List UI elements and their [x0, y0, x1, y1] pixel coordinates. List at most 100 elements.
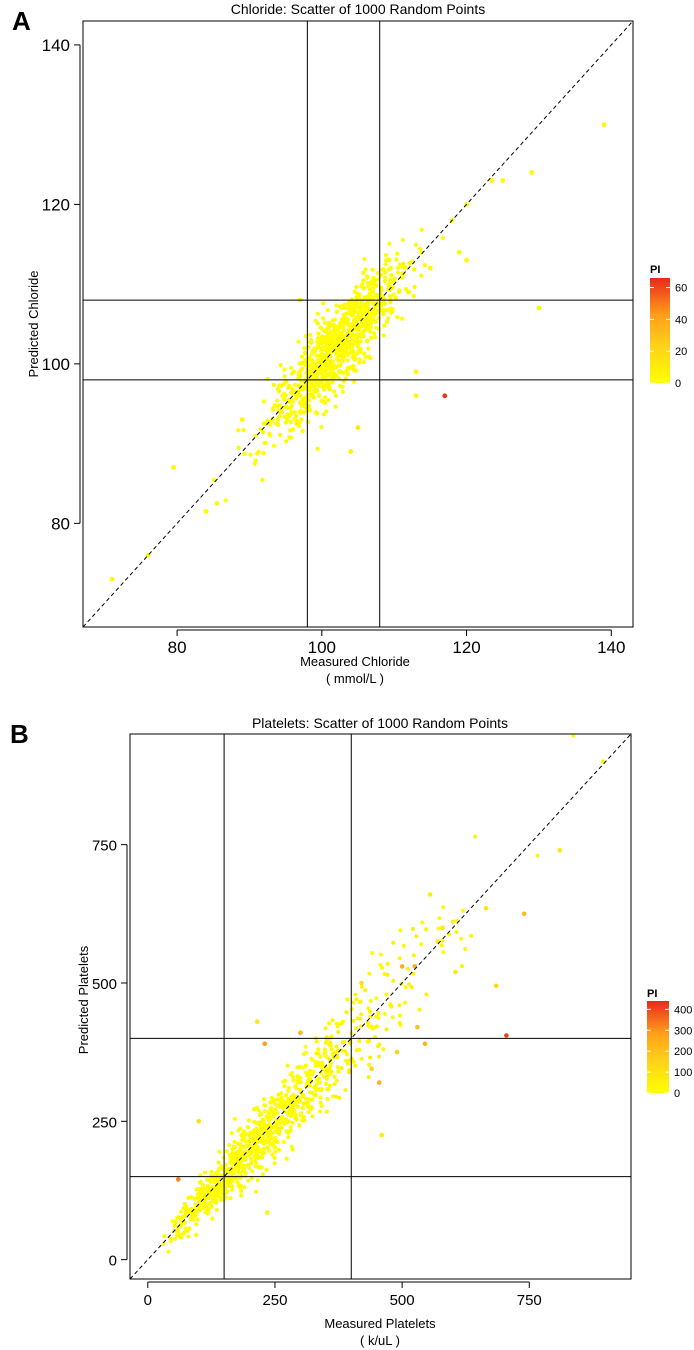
data-point — [440, 235, 445, 241]
data-point — [309, 1105, 314, 1110]
data-point — [310, 1114, 315, 1119]
chart-title: Chloride: Scatter of 1000 Random Points — [231, 1, 485, 17]
data-point — [302, 1101, 307, 1106]
data-point — [334, 303, 339, 308]
data-point — [279, 1125, 284, 1130]
data-point — [384, 319, 390, 324]
data-point — [248, 1156, 253, 1161]
data-point — [269, 1136, 274, 1141]
data-point — [168, 1236, 173, 1241]
data-point — [214, 1200, 218, 1205]
data-point — [318, 354, 323, 359]
data-point — [291, 1107, 296, 1112]
data-point — [307, 1076, 312, 1080]
data-point — [345, 367, 350, 372]
data-point — [310, 1097, 315, 1102]
data-point — [197, 1193, 202, 1198]
data-point — [291, 1078, 296, 1083]
data-point — [351, 1059, 356, 1064]
platelets-scatter-panel: B Platelets: Scatter of 1000 Random Poin… — [10, 715, 692, 1348]
data-point — [297, 420, 302, 425]
data-point — [319, 398, 324, 403]
y-axis-label: Predicted Chloride — [26, 271, 41, 378]
data-point — [314, 1051, 319, 1056]
data-point — [368, 355, 373, 361]
data-point — [321, 387, 327, 392]
data-point — [375, 1024, 380, 1029]
data-point — [324, 409, 329, 414]
data-point — [307, 1072, 312, 1077]
data-point — [332, 1082, 337, 1087]
data-point — [317, 1109, 322, 1114]
data-point — [181, 1231, 186, 1236]
data-point — [362, 256, 367, 262]
data-point — [207, 1189, 211, 1194]
data-point — [326, 336, 331, 341]
data-point — [340, 357, 345, 362]
data-point — [297, 400, 302, 405]
data-point — [347, 324, 353, 330]
data-point — [321, 412, 326, 417]
data-point — [309, 1056, 314, 1061]
data-point — [359, 984, 364, 989]
data-point — [273, 1150, 278, 1154]
data-point — [337, 1095, 342, 1100]
data-point — [284, 1093, 288, 1098]
data-point — [399, 275, 404, 280]
data-point — [397, 262, 402, 267]
data-point — [424, 927, 429, 932]
data-point — [400, 316, 405, 321]
data-point — [341, 328, 346, 333]
data-point — [253, 1158, 258, 1163]
data-point — [351, 367, 356, 372]
data-point — [363, 988, 368, 993]
data-point — [442, 393, 448, 399]
data-point — [230, 1187, 234, 1192]
data-point — [300, 397, 305, 402]
data-point — [311, 395, 316, 400]
data-point — [232, 1139, 237, 1144]
data-point — [557, 847, 563, 853]
data-point — [327, 1042, 332, 1047]
data-point — [323, 395, 328, 400]
chloride-scatter-panel: A Chloride: Scatter of 1000 Random Point… — [12, 1, 687, 686]
data-point — [333, 332, 338, 337]
data-point — [331, 328, 336, 333]
data-point — [264, 1137, 269, 1142]
data-point — [297, 1123, 302, 1128]
data-point — [300, 1118, 305, 1123]
data-point — [267, 431, 272, 436]
data-point — [390, 1015, 395, 1020]
reference-lines — [129, 733, 632, 1280]
data-point — [395, 270, 400, 275]
data-point — [193, 1209, 198, 1214]
data-point — [300, 360, 305, 365]
data-point — [371, 285, 376, 290]
data-point — [389, 1004, 394, 1009]
data-point — [210, 1197, 215, 1202]
data-point — [330, 1052, 335, 1056]
data-point — [275, 398, 280, 403]
data-point — [279, 1091, 284, 1096]
data-point — [293, 1116, 298, 1121]
data-point — [224, 1149, 229, 1154]
data-point — [319, 370, 324, 375]
data-point — [361, 360, 367, 365]
data-point — [273, 1135, 278, 1140]
data-point — [271, 1124, 276, 1129]
data-point — [419, 227, 424, 232]
data-point — [326, 320, 332, 325]
data-point — [372, 331, 377, 336]
data-point — [301, 1093, 306, 1098]
data-point — [298, 410, 303, 415]
data-point — [316, 331, 321, 336]
data-point — [361, 286, 366, 291]
data-point — [246, 1118, 251, 1123]
data-point — [343, 1088, 348, 1092]
y-tick-label: 100 — [42, 355, 70, 374]
data-point — [351, 363, 356, 369]
data-point — [383, 270, 388, 275]
data-point — [332, 389, 337, 394]
data-point — [350, 345, 355, 350]
data-point — [326, 398, 331, 403]
